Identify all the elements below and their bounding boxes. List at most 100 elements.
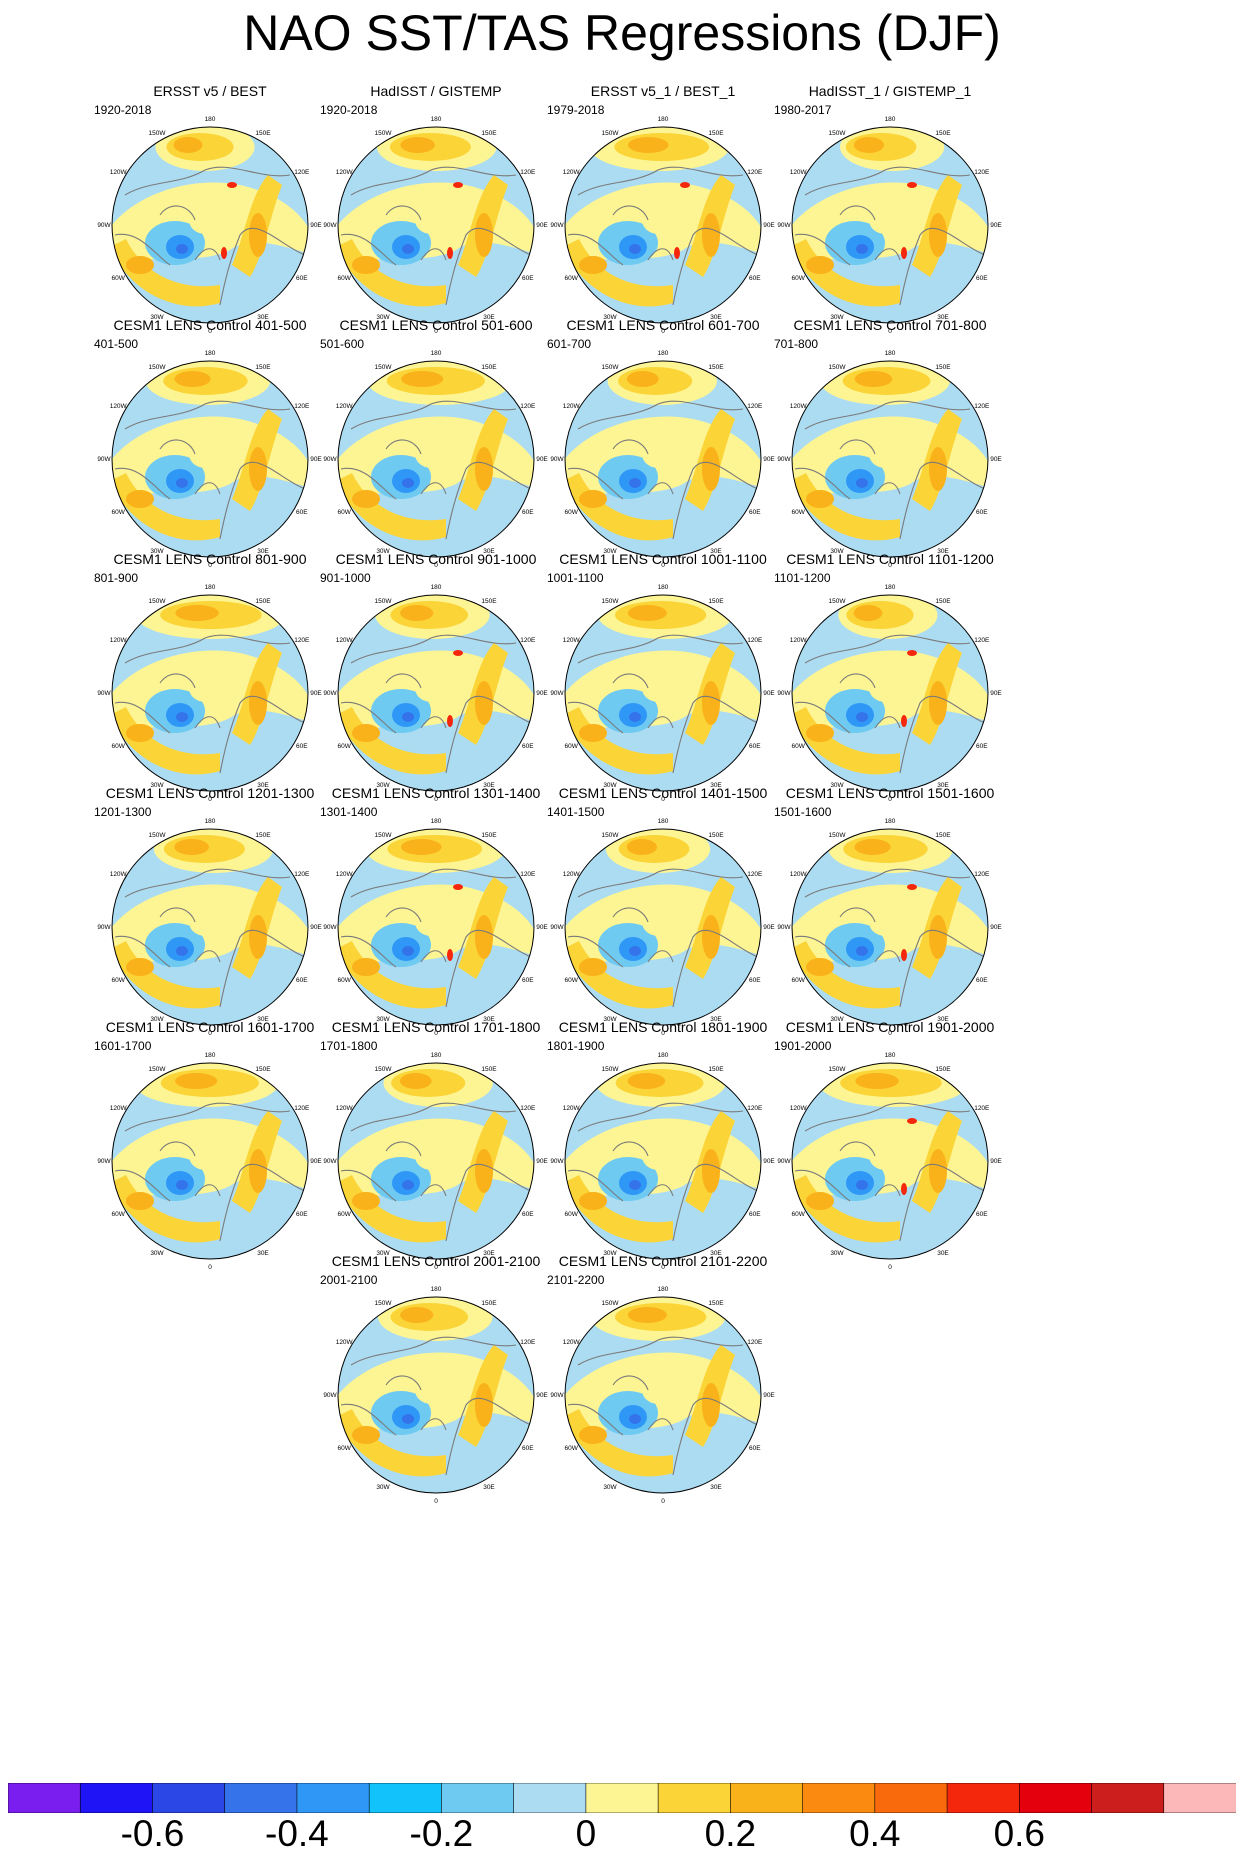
- longitude-label: 150W: [829, 598, 847, 605]
- colorbar-label: 0: [575, 1813, 597, 1854]
- longitude-label: 90E: [310, 222, 322, 229]
- longitude-label: 30E: [257, 314, 269, 321]
- polar-map: 180 150E 120E 90E 60E 30E 0 30W 60W 90W 120W 150W: [323, 350, 548, 569]
- longitude-label: 150E: [255, 832, 271, 839]
- longitude-label: 90E: [536, 456, 548, 463]
- longitude-label: 60E: [976, 509, 988, 516]
- map-border: [337, 126, 535, 324]
- longitude-label: 150W: [375, 130, 393, 137]
- longitude-label: 150W: [149, 1066, 167, 1073]
- longitude-label: 120E: [294, 871, 310, 878]
- longitude-label: 90E: [536, 1158, 548, 1165]
- polar-map: 180 150E 120E 90E 60E 30E 0 30W 60W 90W 120W 150W: [777, 350, 1002, 569]
- map-border: [564, 1062, 762, 1260]
- longitude-label: 120E: [747, 1105, 763, 1112]
- longitude-label: 120W: [790, 637, 808, 644]
- longitude-label: 150W: [602, 598, 620, 605]
- colorbar-label: -0.2: [409, 1813, 474, 1854]
- panel-title: HadISST / GISTEMP: [370, 83, 502, 99]
- longitude-label: 60E: [749, 1445, 761, 1452]
- map-panel: ERSST v5 / BEST 180 150E 120E 90E 60E 30E 0 30W 6…: [80, 82, 340, 352]
- longitude-label: 30W: [150, 1250, 164, 1257]
- panel-title: CESM1 LENS Control 701-800: [793, 317, 987, 333]
- longitude-label: 60W: [112, 275, 126, 282]
- longitude-label: 150W: [149, 364, 167, 371]
- polar-map: 180 150E 120E 90E 60E 30E 0 30W 60W 90W 120W 150W: [550, 116, 775, 335]
- panel-period: 1901-2000: [774, 1039, 832, 1053]
- regression-field: [338, 829, 534, 1025]
- longitude-label: 150E: [708, 1066, 724, 1073]
- regression-field: [338, 1297, 534, 1493]
- longitude-label: 30E: [710, 1016, 722, 1023]
- longitude-label: 150E: [255, 1066, 271, 1073]
- longitude-label: 120W: [563, 169, 581, 176]
- longitude-label: 60W: [792, 509, 806, 516]
- longitude-label: 60W: [565, 977, 579, 984]
- colorbar-swatch: [1163, 1783, 1236, 1813]
- longitude-label: 180: [885, 1052, 896, 1059]
- longitude-label: 120W: [110, 403, 128, 410]
- longitude-label: 0: [661, 796, 665, 803]
- panel-title: CESM1 LENS Control 1101-1200: [786, 551, 994, 567]
- colorbar-label: 0.6: [993, 1813, 1046, 1854]
- longitude-label: 30E: [937, 1250, 949, 1257]
- polar-map: 180 150E 120E 90E 60E 30E 0 30W 60W 90W 120W 150W: [97, 350, 322, 569]
- longitude-label: 90E: [990, 456, 1002, 463]
- longitude-label: 150W: [602, 130, 620, 137]
- longitude-label: 120E: [747, 1339, 763, 1346]
- longitude-label: 0: [661, 1030, 665, 1037]
- regression-field: [338, 127, 534, 323]
- longitude-label: 0: [661, 1498, 665, 1505]
- longitude-label: 0: [434, 562, 438, 569]
- longitude-label: 90W: [550, 456, 564, 463]
- longitude-label: 30E: [483, 314, 495, 321]
- longitude-label: 150W: [375, 832, 393, 839]
- panel-period: 1101-1200: [774, 571, 831, 585]
- longitude-label: 30W: [376, 314, 390, 321]
- longitude-label: 60W: [792, 1211, 806, 1218]
- panel-title: ERSST v5 / BEST: [153, 83, 267, 99]
- longitude-label: 150E: [481, 832, 497, 839]
- longitude-label: 90W: [550, 924, 564, 931]
- colorbar-swatch: [802, 1783, 876, 1813]
- panel-period: 601-700: [547, 337, 592, 351]
- longitude-label: 120W: [336, 169, 354, 176]
- longitude-label: 30E: [710, 314, 722, 321]
- longitude-label: 180: [431, 584, 442, 591]
- longitude-label: 30W: [376, 1016, 390, 1023]
- longitude-label: 30E: [483, 1016, 495, 1023]
- longitude-label: 0: [208, 328, 212, 335]
- panel-period: 1201-1300: [94, 805, 152, 819]
- longitude-label: 60W: [565, 1211, 579, 1218]
- panel-title: CESM1 LENS Control 1401-1500: [558, 785, 768, 801]
- map-border: [791, 126, 989, 324]
- map-border: [337, 828, 535, 1026]
- coastlines: [794, 1102, 986, 1242]
- longitude-label: 120W: [110, 637, 128, 644]
- longitude-label: 150E: [935, 130, 951, 137]
- longitude-label: 90E: [310, 690, 322, 697]
- longitude-label: 180: [658, 116, 669, 123]
- longitude-label: 150E: [481, 1066, 497, 1073]
- longitude-label: 30W: [830, 1250, 844, 1257]
- map-panel: CESM1 LENS Control 1801-1900 180 150E 120E 9…: [533, 1018, 793, 1288]
- longitude-label: 90W: [97, 1158, 111, 1165]
- map-panel: CESM1 LENS Control 1901-2000 180 150E 120E 9…: [760, 1018, 1020, 1288]
- longitude-label: 150W: [829, 130, 847, 137]
- longitude-label: 60W: [792, 977, 806, 984]
- map-panel: CESM1 LENS Control 401-500 180 150E 120E 90E…: [80, 316, 340, 586]
- panel-period: 801-900: [94, 571, 139, 585]
- polar-map: 180 150E 120E 90E 60E 30E 0 30W 60W 90W 120W 150W: [97, 584, 322, 803]
- polar-map: 180 150E 120E 90E 60E 30E 0 30W 60W 90W 120W 150W: [550, 350, 775, 569]
- map-panel: CESM1 LENS Control 1001-1100 180 150E 120E 9…: [533, 550, 793, 820]
- longitude-label: 30E: [937, 548, 949, 555]
- panel-period: 1601-1700: [94, 1039, 152, 1053]
- longitude-label: 120E: [747, 871, 763, 878]
- panel-period: 1701-1800: [320, 1039, 378, 1053]
- colorbar-swatch: [368, 1783, 443, 1813]
- longitude-label: 120W: [336, 1339, 354, 1346]
- longitude-label: 90W: [323, 924, 337, 931]
- coastlines: [340, 166, 532, 306]
- longitude-label: 60W: [112, 977, 126, 984]
- longitude-label: 30W: [830, 548, 844, 555]
